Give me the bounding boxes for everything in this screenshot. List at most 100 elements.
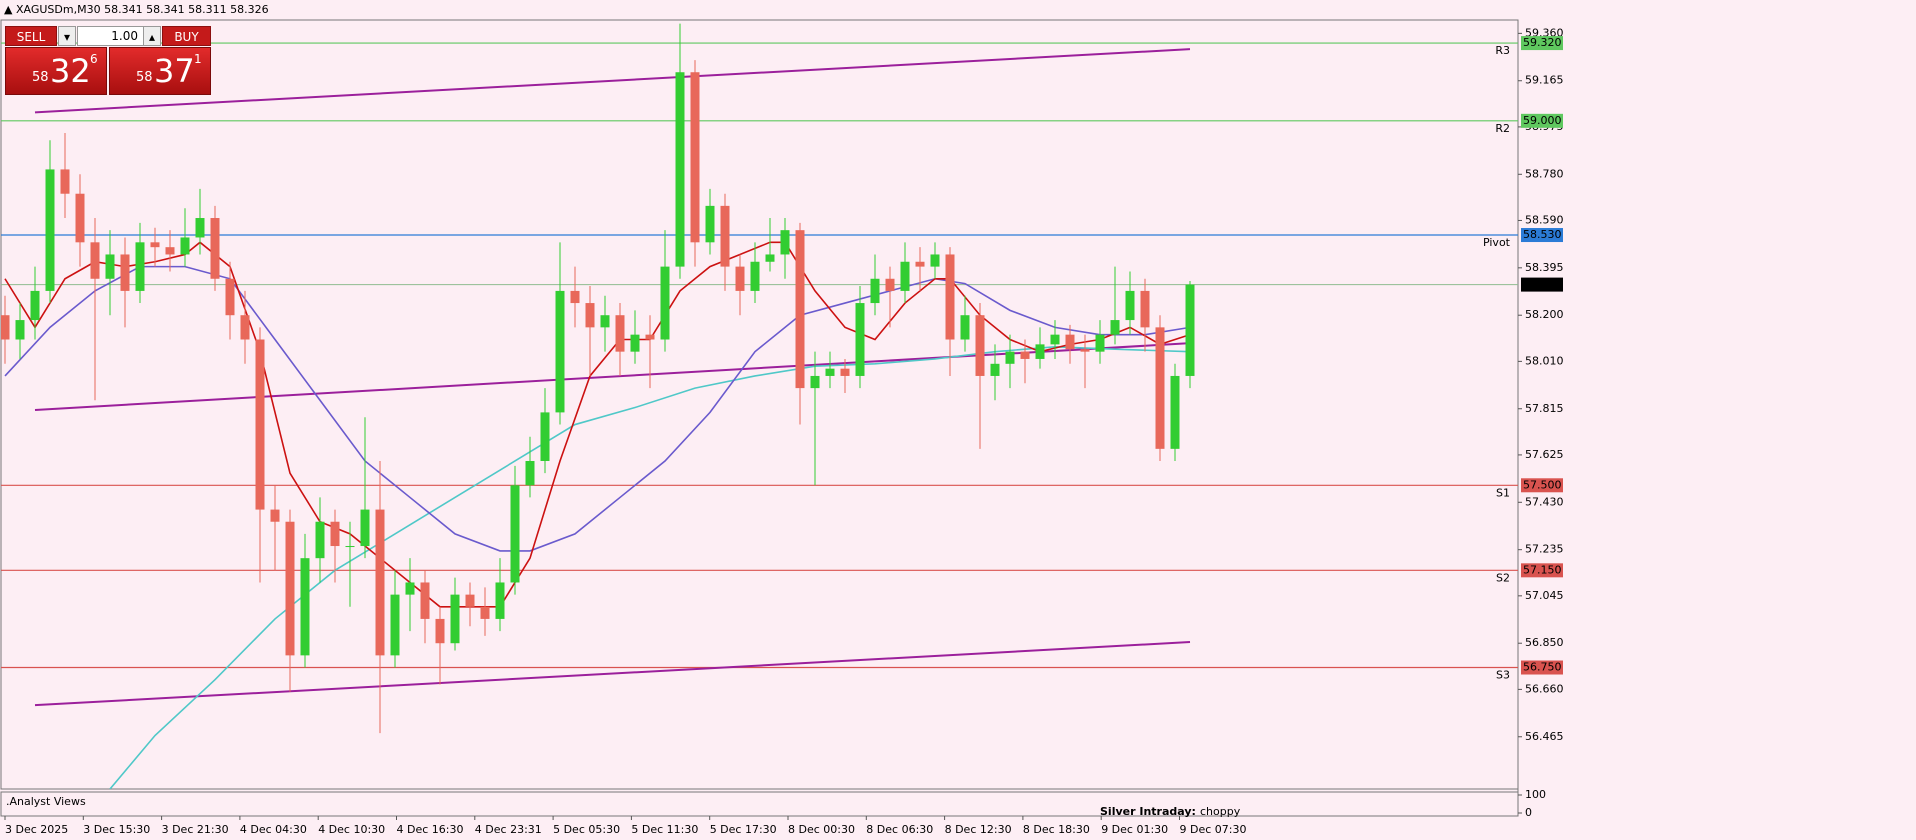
candle-body xyxy=(900,261,910,291)
level-tag-label: 57.500 xyxy=(1523,478,1562,491)
candle-body xyxy=(795,230,805,389)
candle-body xyxy=(255,339,265,510)
candle-body xyxy=(540,412,550,461)
y-tick-label: 57.045 xyxy=(1525,589,1564,602)
candle-body xyxy=(60,169,70,194)
candle-body xyxy=(1170,375,1180,449)
candle-body xyxy=(555,290,565,413)
symbol: XAGUSDm,M30 xyxy=(15,3,101,16)
x-tick-label: 4 Dec 04:30 xyxy=(240,823,307,836)
level-name: R2 xyxy=(1495,122,1510,135)
candle-body xyxy=(960,315,970,340)
candle-body xyxy=(885,278,895,291)
candle-body xyxy=(285,521,295,656)
channel-line xyxy=(34,342,1191,411)
candle-body xyxy=(240,315,250,340)
candle-body xyxy=(645,334,655,340)
lots-input[interactable]: 1.00 xyxy=(77,26,161,46)
candle-body xyxy=(120,254,130,291)
candle-body xyxy=(15,320,25,340)
candle-body xyxy=(1,315,10,340)
candle-body xyxy=(210,218,220,279)
candle-body xyxy=(75,193,85,243)
plot-frame xyxy=(0,19,1519,790)
candle-body xyxy=(90,242,100,279)
trade-panel: SELL ▾ 1.00 ▴ BUY 58 32 6 58 37 1 xyxy=(5,26,211,96)
indicator-frame xyxy=(0,791,1519,817)
x-tick-label: 9 Dec 07:30 xyxy=(1180,823,1247,836)
moving-average xyxy=(4,265,1191,552)
candle-body xyxy=(225,278,235,316)
candle-body xyxy=(660,266,670,340)
x-tick-label: 4 Dec 16:30 xyxy=(397,823,464,836)
channel-line xyxy=(34,641,1191,707)
candle-body xyxy=(930,254,940,267)
candle-body xyxy=(360,509,370,547)
lots-down[interactable]: ▾ xyxy=(58,26,76,46)
candle-body xyxy=(30,290,40,321)
level-name: Pivot xyxy=(1483,236,1511,249)
candle-body xyxy=(915,261,925,267)
x-tick-label: 5 Dec 17:30 xyxy=(710,823,777,836)
bid-quote[interactable]: 58 32 6 xyxy=(5,47,107,95)
ask-quote[interactable]: 58 37 1 xyxy=(109,47,211,95)
candle-body xyxy=(735,266,745,291)
y-tick-label: 57.235 xyxy=(1525,543,1564,556)
candle-body xyxy=(150,242,160,248)
candle-body xyxy=(105,254,115,279)
level-tag-label: 58.530 xyxy=(1523,228,1562,241)
channel-line xyxy=(34,48,1191,114)
candle-body xyxy=(810,375,820,389)
level-name: R3 xyxy=(1495,44,1510,57)
x-tick-label: 9 Dec 01:30 xyxy=(1101,823,1168,836)
level-tag-label: 59.000 xyxy=(1523,114,1562,127)
indicator-title: .Analyst Views xyxy=(6,795,86,808)
candle-body xyxy=(690,72,700,243)
x-tick-label: 5 Dec 11:30 xyxy=(631,823,698,836)
level-tag-label: 59.320 xyxy=(1523,36,1562,49)
bid-small: 6 xyxy=(90,52,98,66)
y-tick-label: 57.625 xyxy=(1525,448,1564,461)
ohlc: 58.311 xyxy=(188,3,227,16)
candle-body xyxy=(315,521,325,559)
x-tick-label: 3 Dec 15:30 xyxy=(83,823,150,836)
candle-body xyxy=(390,594,400,656)
candle-body xyxy=(345,546,355,548)
level-tag-label: 57.150 xyxy=(1523,563,1562,576)
moving-average xyxy=(4,241,1191,608)
candle-body xyxy=(465,594,475,607)
candle-body xyxy=(495,582,505,619)
current-price-label: 58.326 xyxy=(1523,278,1562,291)
candle-body xyxy=(135,242,145,291)
y-tick-label: 56.850 xyxy=(1525,636,1564,649)
candle-body xyxy=(585,303,595,328)
candle-body xyxy=(510,485,520,583)
x-tick-label: 8 Dec 12:30 xyxy=(945,823,1012,836)
candle-body xyxy=(825,368,835,376)
y-tick-label: 59.165 xyxy=(1525,74,1564,87)
level-tag xyxy=(1521,36,1563,51)
lots-up[interactable]: ▴ xyxy=(143,26,161,46)
candle-body xyxy=(990,363,1000,376)
level-name: S3 xyxy=(1496,669,1510,682)
level-name: S2 xyxy=(1496,571,1510,584)
buy-button[interactable]: BUY xyxy=(162,26,211,46)
y-tick-label: 56.660 xyxy=(1525,682,1564,695)
candle-body xyxy=(1185,284,1195,376)
candle-body xyxy=(945,254,955,340)
sell-button[interactable]: SELL xyxy=(5,26,57,46)
candle-body xyxy=(450,594,460,644)
y-tick-label: 58.395 xyxy=(1525,261,1564,274)
indicator-tick-label: 0 xyxy=(1525,806,1532,819)
candle-body xyxy=(1020,351,1030,359)
candle-body xyxy=(870,278,880,304)
candle-body xyxy=(1110,320,1120,335)
x-tick-label: 8 Dec 06:30 xyxy=(866,823,933,836)
level-name: S1 xyxy=(1496,486,1510,499)
y-tick-label: 57.430 xyxy=(1525,495,1564,508)
candle-body xyxy=(165,247,175,255)
candle-body xyxy=(1080,349,1090,352)
candle-body xyxy=(615,315,625,352)
